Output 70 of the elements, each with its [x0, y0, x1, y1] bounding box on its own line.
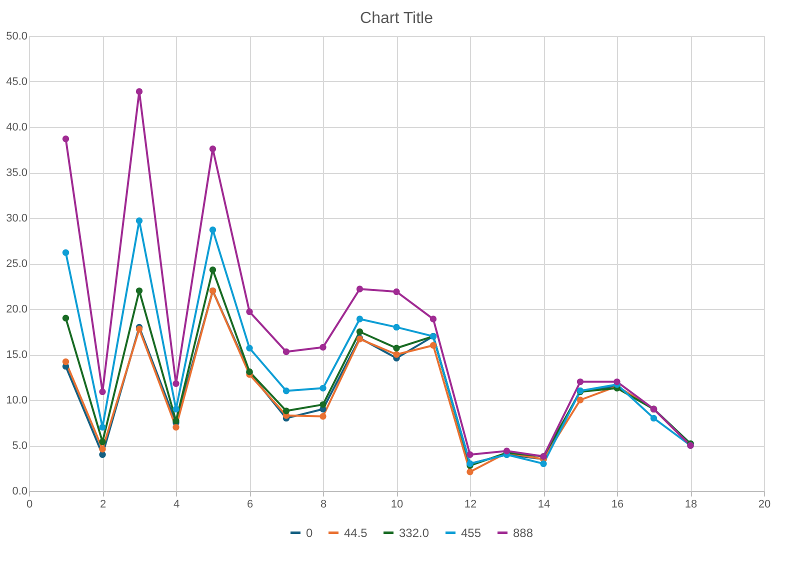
x-tick-label: 8 [320, 498, 327, 510]
y-tick-label: 50.0 [6, 30, 28, 42]
point [136, 88, 143, 95]
x-tick-label: 12 [464, 498, 477, 510]
point [576, 396, 584, 404]
legend-label: 455 [461, 526, 482, 540]
point [246, 344, 253, 352]
x-tick-label: 4 [173, 498, 180, 510]
point [172, 406, 180, 412]
point [540, 460, 547, 468]
legend-label: 44.5 [344, 526, 368, 540]
point [282, 408, 290, 414]
point [246, 308, 253, 316]
point [282, 388, 290, 394]
point [356, 328, 364, 336]
x-tick-label: 14 [538, 498, 550, 510]
point [320, 401, 326, 408]
point [209, 266, 216, 274]
point [136, 287, 143, 294]
point [99, 446, 106, 452]
point [99, 388, 106, 396]
point [650, 414, 658, 422]
point [466, 451, 474, 458]
point [209, 145, 216, 152]
y-tick-label: 15.0 [6, 349, 28, 361]
point [172, 380, 180, 387]
point [576, 378, 584, 386]
x-tick-label: 6 [246, 498, 254, 510]
y-tick-label: 40.0 [6, 122, 28, 134]
y-tick-label: 0.0 [12, 486, 28, 498]
point [320, 344, 326, 351]
y-tick-label: 20.0 [6, 304, 28, 316]
point [466, 468, 474, 476]
x-tick-label: 2 [100, 498, 106, 510]
point [62, 314, 70, 322]
point [393, 344, 400, 352]
point [172, 424, 180, 431]
point [136, 217, 143, 224]
point [320, 413, 326, 420]
legend-label: 332.0 [399, 526, 430, 540]
point [356, 286, 364, 292]
point [320, 384, 326, 392]
y-tick-label: 30.0 [6, 212, 28, 224]
point [393, 288, 400, 296]
x-tick-label: 16 [611, 498, 624, 510]
y-tick-label: 25.0 [6, 258, 28, 270]
legend-label: 0 [306, 526, 313, 540]
x-tick-label: 18 [684, 498, 698, 510]
point [282, 348, 290, 356]
point [393, 324, 400, 331]
point [62, 249, 70, 256]
point [99, 424, 106, 431]
y-tick-label: 10.0 [6, 394, 28, 406]
x-tick-label: 10 [390, 498, 404, 510]
point [209, 226, 216, 234]
x-tick-label: 0 [26, 498, 33, 510]
x-tick-label: 20 [758, 498, 771, 510]
point [393, 351, 400, 358]
point [430, 342, 437, 349]
legend-label: 888 [513, 526, 534, 540]
point [356, 316, 364, 322]
point [62, 135, 70, 142]
y-tick-label: 35.0 [6, 167, 28, 179]
point [62, 358, 70, 366]
chart-title: Chart Title [360, 10, 434, 27]
y-tick-label: 45.0 [6, 76, 28, 88]
point [614, 378, 620, 386]
y-tick-label: 5.0 [12, 440, 28, 452]
point [99, 438, 106, 446]
point [430, 316, 437, 322]
